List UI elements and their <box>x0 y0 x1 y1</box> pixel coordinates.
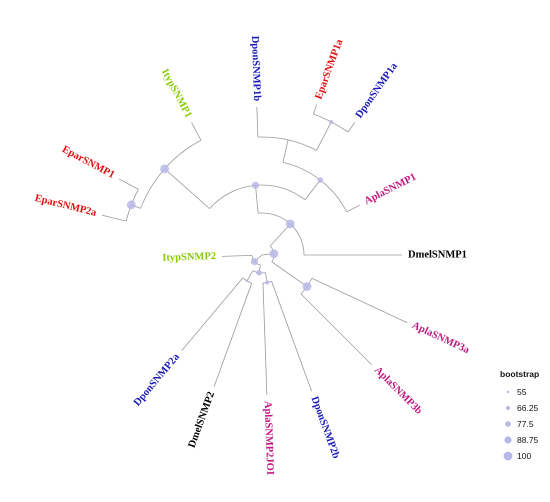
leaf-label-dponsnmp1a: DponSNMP1a <box>354 61 401 121</box>
leaf-branch <box>347 122 356 133</box>
bootstrap-node-marker <box>126 200 136 210</box>
leaf-label-itypsnmp1: ItypSNMP1 <box>159 67 194 120</box>
bootstrap-node-marker <box>256 269 262 276</box>
bootstrap-node-marker <box>250 257 259 266</box>
internal-branch <box>271 261 308 287</box>
internal-branch <box>255 185 259 214</box>
leaf-branch <box>346 204 361 213</box>
bootstrap-legend: bootstrap 55 66.25 77.5 88.75 100 <box>500 369 539 461</box>
legend-marker <box>506 406 510 410</box>
bootstrap-node-marker <box>160 164 170 174</box>
leaf-branch <box>213 283 253 387</box>
leaf-branch <box>181 277 244 352</box>
internal-branch <box>269 223 291 247</box>
leaf-label-dmelsnmp1: DmelSNMP1 <box>408 249 467 260</box>
leaf-label-dponsnmp1b: DponSNMP1b <box>249 36 262 102</box>
internal-branch <box>246 270 254 282</box>
leaf-branch <box>312 104 318 115</box>
leaf-branch <box>222 254 253 257</box>
bootstrap-node-marker <box>245 279 249 283</box>
legend-marker <box>503 451 513 461</box>
leaf-label-aplasnmp3b: AplaSNMP3b <box>372 365 424 417</box>
leaf-label-eparsnmp1a: EparSNMP1a <box>314 37 346 101</box>
leaf-branch <box>118 178 139 190</box>
legend-label: 88.75 <box>517 435 539 445</box>
legend-label: 55 <box>517 387 527 397</box>
leaf-label-dponsnmp2b: DponSNMP2b <box>309 395 342 460</box>
leaf-label-eparsnmp2a: EparSNMP2a <box>34 193 99 219</box>
legend-marker <box>505 421 511 427</box>
leaf-label-dmelsnmp2: DmelSNMP2 <box>187 390 217 449</box>
leaf-branch <box>262 282 268 395</box>
bootstrap-node-marker <box>251 181 260 189</box>
bootstrap-node-marker <box>265 280 270 285</box>
legend-entries: 55 66.25 77.5 88.75 100 <box>503 387 539 461</box>
bootstrap-node-marker <box>269 249 279 259</box>
bootstrap-node-marker <box>285 219 295 229</box>
legend-marker <box>506 390 510 394</box>
legend-marker <box>504 436 512 444</box>
bootstrap-node-marker <box>329 119 334 124</box>
bootstrap-node-markers <box>126 119 334 291</box>
leaf-label-eparsnmp1: EparSNMP1 <box>60 144 116 181</box>
leaf-branch <box>256 107 259 138</box>
leaf-branch <box>101 214 127 222</box>
leaf-branch <box>311 277 408 323</box>
leaf-label-dponsnmp2a: DponSNMP2a <box>132 351 183 408</box>
leaf-branch <box>300 293 372 365</box>
internal-branch <box>164 168 210 209</box>
leaf-label-aplasnmp3a: AplaSNMP3a <box>410 320 471 356</box>
node-arc <box>257 136 317 151</box>
leaf-label-aplasnmp2joi: AplaSNMP2JOI <box>262 401 276 475</box>
internal-branch <box>316 121 332 151</box>
leaf-label-aplasnmp1: AplaSNMP1 <box>363 172 418 207</box>
internal-branch <box>304 179 321 200</box>
leaf-branch <box>271 281 312 392</box>
leaf-branch <box>191 122 202 141</box>
legend-title: bootstrap <box>500 369 539 379</box>
legend-label: 77.5 <box>517 419 534 429</box>
bootstrap-node-marker <box>317 177 324 183</box>
legend-label: 66.25 <box>517 403 539 413</box>
leaf-labels: DponSNMP1b EparSNMP1a DponSNMP1a AplaSNMP1 I… <box>34 36 472 476</box>
bootstrap-node-marker <box>302 282 312 291</box>
legend-label: 100 <box>517 451 531 461</box>
leaf-label-itypsnmp2: ItypSNMP2 <box>162 251 216 264</box>
internal-branch <box>282 139 289 163</box>
tree-branches <box>101 104 408 395</box>
